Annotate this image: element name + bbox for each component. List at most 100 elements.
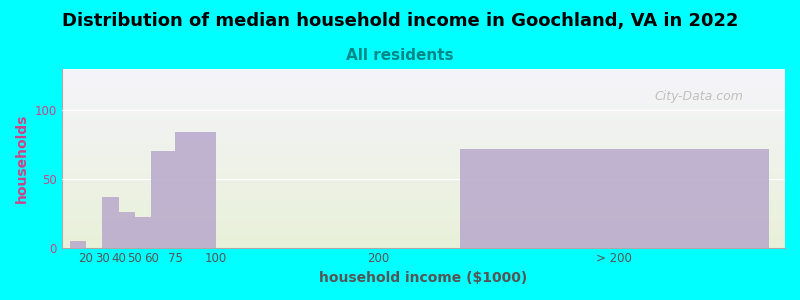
Bar (62, 97, 785, 98)
Bar (62, 207, 785, 208)
Bar (62, 174, 785, 175)
Bar (62, 232, 785, 233)
Bar (62, 172, 785, 173)
Bar (62, 213, 785, 214)
Bar (62, 69, 785, 70)
Bar (62, 125, 785, 126)
Bar (62, 127, 785, 128)
Bar (62, 173, 785, 174)
Bar (62, 101, 785, 102)
Bar (62, 141, 785, 142)
Bar (62, 240, 785, 241)
Bar (62, 179, 785, 180)
Bar (62, 208, 785, 209)
Bar (118, 212, 135, 247)
Bar (62, 142, 785, 143)
Bar (62, 211, 785, 212)
Bar (62, 94, 785, 95)
Bar (62, 134, 785, 135)
Bar (102, 197, 118, 248)
Bar (62, 75, 785, 76)
X-axis label: household income ($1000): household income ($1000) (319, 271, 527, 285)
Bar (62, 113, 785, 114)
Bar (62, 164, 785, 165)
Bar (62, 210, 785, 211)
Bar (62, 176, 785, 177)
Bar (62, 193, 785, 194)
Bar (62, 148, 785, 149)
Bar (135, 218, 151, 248)
Bar (62, 89, 785, 90)
Bar (62, 168, 785, 169)
Bar (62, 146, 785, 147)
Bar (62, 152, 785, 153)
Bar (62, 228, 785, 229)
Bar (62, 90, 785, 91)
Bar (62, 186, 785, 187)
Bar (62, 73, 785, 74)
Bar (62, 78, 785, 79)
Bar (62, 224, 785, 225)
Bar (62, 200, 785, 201)
Bar (62, 247, 785, 248)
Text: All residents: All residents (346, 48, 454, 63)
Bar (62, 91, 785, 92)
Bar (62, 219, 785, 220)
Bar (62, 183, 785, 184)
Bar (62, 120, 785, 121)
Bar (62, 217, 785, 218)
Bar (62, 233, 785, 234)
Bar (62, 85, 785, 86)
Bar (62, 96, 785, 97)
Bar (62, 170, 785, 171)
Bar (62, 175, 785, 176)
Bar (62, 230, 785, 231)
Bar (62, 202, 785, 203)
Bar (62, 218, 785, 219)
Bar (62, 214, 785, 215)
Bar (62, 215, 785, 216)
Bar (62, 82, 785, 83)
Bar (62, 138, 785, 139)
Bar (62, 88, 785, 89)
Bar (62, 198, 785, 199)
Bar (62, 169, 785, 170)
Bar (62, 121, 785, 122)
Bar (62, 102, 785, 103)
Bar (62, 244, 785, 245)
Bar (62, 92, 785, 93)
Bar (62, 242, 785, 243)
Bar (62, 212, 785, 213)
Bar (62, 86, 785, 87)
Bar (62, 98, 785, 99)
Bar (62, 140, 785, 141)
Bar (62, 87, 785, 88)
Bar (62, 99, 785, 100)
Bar (62, 237, 785, 238)
Bar (62, 203, 785, 204)
Bar (62, 143, 785, 144)
Bar (62, 123, 785, 124)
Bar (62, 243, 785, 244)
Bar (62, 156, 785, 157)
Bar (62, 161, 785, 162)
Bar (62, 245, 785, 246)
Bar (62, 231, 785, 232)
Bar (62, 197, 785, 198)
Bar (62, 74, 785, 75)
Bar (62, 195, 785, 196)
Bar (62, 149, 785, 150)
Bar (62, 133, 785, 134)
Bar (62, 153, 785, 154)
Bar (62, 137, 785, 138)
Bar (62, 144, 785, 145)
Bar (62, 185, 785, 186)
Bar (62, 167, 785, 168)
Bar (62, 216, 785, 217)
Bar (62, 126, 785, 127)
Bar (62, 206, 785, 207)
Bar (62, 109, 785, 110)
Bar (62, 229, 785, 230)
Bar (62, 192, 785, 193)
Bar (62, 226, 785, 227)
